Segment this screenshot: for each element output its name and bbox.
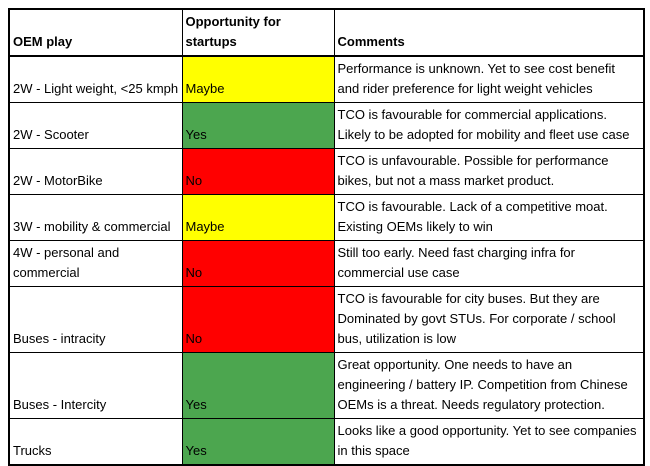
cell-comment: Still too early. Need fast charging infr… — [333, 240, 645, 287]
cell-play: Buses - intracity — [8, 286, 183, 353]
cell-opportunity: No — [181, 240, 335, 287]
cell-comment: TCO is unfavourable. Possible for perfor… — [333, 148, 645, 195]
header-cell-comments: Comments — [333, 8, 645, 57]
table-row: 4W - personal and commercial No Still to… — [8, 240, 645, 287]
cell-comment: TCO is favourable for city buses. But th… — [333, 286, 645, 353]
cell-opportunity: Yes — [181, 418, 335, 466]
cell-play: Buses - Intercity — [8, 352, 183, 419]
cell-play: 3W - mobility & commercial — [8, 194, 183, 241]
header-cell-opportunity: Opportunity for startups — [181, 8, 335, 57]
spreadsheet-sheet: OEM play Opportunity for startups Commen… — [8, 8, 645, 466]
cell-comment: Performance is unknown. Yet to see cost … — [333, 55, 645, 103]
cell-comment: Great opportunity. One needs to have an … — [333, 352, 645, 419]
cell-play: 2W - MotorBike — [8, 148, 183, 195]
table-row: Buses - Intercity Yes Great opportunity.… — [8, 352, 645, 419]
cell-opportunity: No — [181, 286, 335, 353]
table-row: 3W - mobility & commercial Maybe TCO is … — [8, 194, 645, 241]
cell-comment: TCO is favourable for commercial applica… — [333, 102, 645, 149]
cell-opportunity: Maybe — [181, 194, 335, 241]
cell-play: 4W - personal and commercial — [8, 240, 183, 287]
oem-opportunity-table: OEM play Opportunity for startups Commen… — [8, 8, 645, 466]
table-row: Trucks Yes Looks like a good opportunity… — [8, 418, 645, 466]
cell-play: 2W - Light weight, <25 kmph — [8, 55, 183, 103]
table-row: Buses - intracity No TCO is favourable f… — [8, 286, 645, 353]
header-row: OEM play Opportunity for startups Commen… — [8, 8, 645, 57]
cell-opportunity: No — [181, 148, 335, 195]
cell-opportunity: Yes — [181, 102, 335, 149]
cell-comment: TCO is favourable. Lack of a competitive… — [333, 194, 645, 241]
cell-play: 2W - Scooter — [8, 102, 183, 149]
header-cell-oem-play: OEM play — [8, 8, 183, 57]
cell-play: Trucks — [8, 418, 183, 466]
cell-comment: Looks like a good opportunity. Yet to se… — [333, 418, 645, 466]
table-row: 2W - MotorBike No TCO is unfavourable. P… — [8, 148, 645, 195]
cell-opportunity: Yes — [181, 352, 335, 419]
table-row: 2W - Scooter Yes TCO is favourable for c… — [8, 102, 645, 149]
table-row: 2W - Light weight, <25 kmph Maybe Perfor… — [8, 55, 645, 103]
cell-opportunity: Maybe — [181, 55, 335, 103]
